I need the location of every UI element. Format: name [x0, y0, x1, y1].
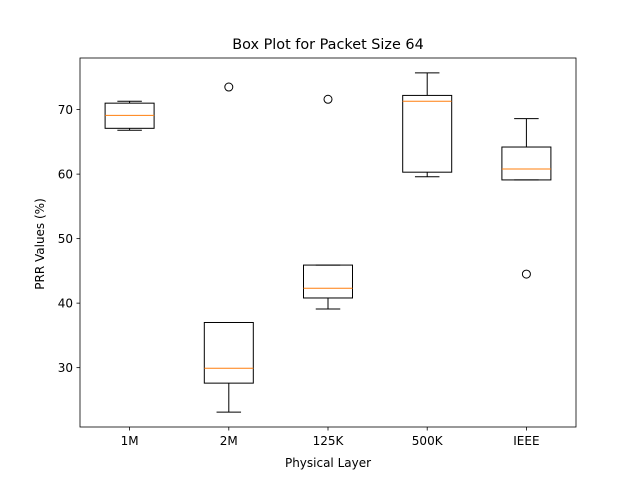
plot-area: 30 40 50 60 70 1M 2M 125K 500K IEEE [58, 57, 577, 448]
box-125k [303, 264, 353, 299]
y-tick-label: 40 [58, 296, 73, 310]
outlier-point [323, 94, 333, 104]
y-tick-label: 30 [58, 361, 73, 375]
chart-title: Box Plot for Packet Size 64 [232, 37, 423, 53]
x-tick-label: 2M [220, 434, 238, 448]
x-tick-label: 125K [313, 434, 345, 448]
outlier-point [521, 269, 531, 279]
y-tick-label: 60 [58, 167, 73, 181]
y-axis-label: PRR Values (%) [33, 198, 47, 290]
outlier-point [224, 82, 234, 92]
x-tick-label: IEEE [513, 434, 539, 448]
box-ieee [501, 146, 552, 181]
x-axis-label: Physical Layer [285, 456, 371, 470]
plot-frame [79, 57, 577, 428]
x-tick-label: 500K [412, 434, 444, 448]
y-tick-label: 70 [58, 103, 73, 117]
box-2m [203, 321, 254, 384]
x-tick-label: 1M [121, 434, 139, 448]
y-tick-label: 50 [58, 232, 73, 246]
box-500k [402, 94, 453, 173]
